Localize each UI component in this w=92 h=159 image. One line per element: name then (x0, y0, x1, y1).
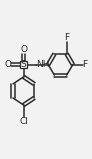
Text: O: O (4, 60, 11, 69)
Text: F: F (83, 60, 88, 69)
Text: O: O (20, 45, 27, 54)
Bar (20, 61, 27, 68)
Text: NH: NH (36, 60, 49, 69)
Text: F: F (64, 33, 69, 42)
Text: Cl: Cl (19, 117, 28, 126)
Text: S: S (21, 60, 26, 69)
